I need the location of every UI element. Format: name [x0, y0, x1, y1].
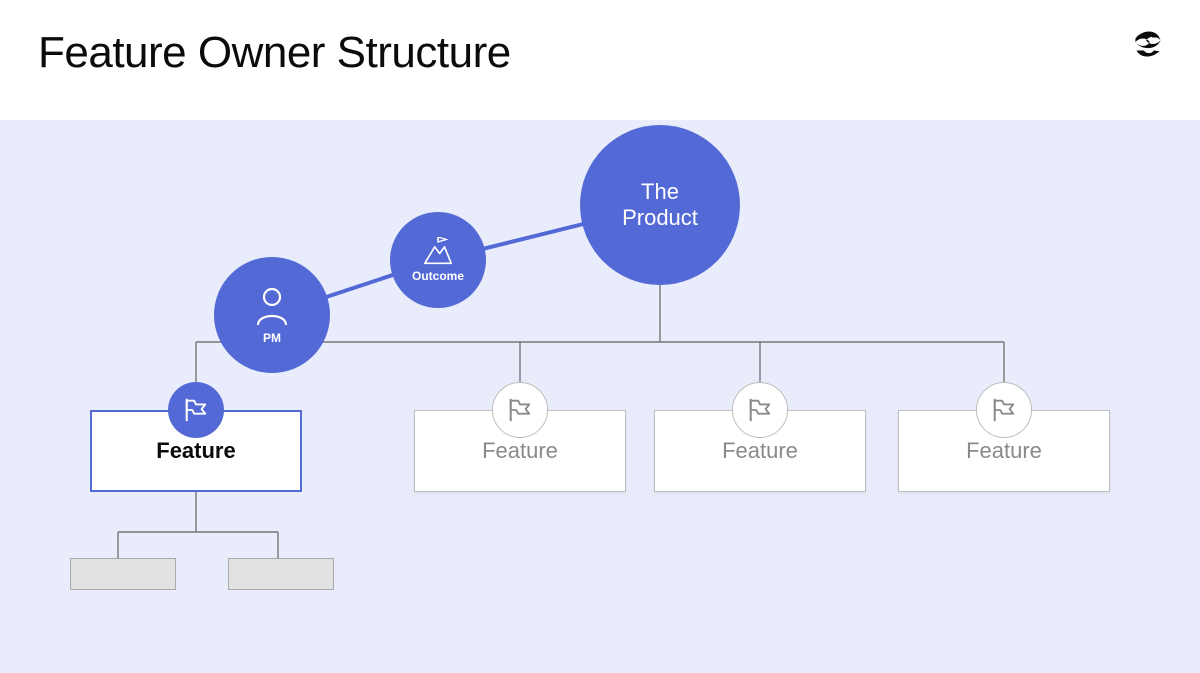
outcome-label: Outcome [412, 269, 464, 283]
flag-icon [745, 397, 775, 423]
mountain-flag-icon [421, 237, 455, 265]
feature-flag-circle-active [168, 382, 224, 438]
product-label: TheProduct [622, 179, 698, 231]
product-node: TheProduct [580, 125, 740, 285]
page-title: Feature Owner Structure [38, 28, 511, 78]
pm-label: PM [263, 331, 281, 345]
diagram-canvas: TheProduct Outcome PM Feature Feature Feature… [0, 120, 1200, 673]
brand-logo-icon [1130, 26, 1166, 67]
feature-flag-circle [976, 382, 1032, 438]
feature-label: Feature [722, 438, 798, 464]
feature-flag-circle [492, 382, 548, 438]
person-icon [252, 285, 292, 327]
slide-header: Feature Owner Structure [0, 0, 1200, 120]
slide: Feature Owner Structure TheProduct Outcom… [0, 0, 1200, 673]
feature-label: Feature [156, 438, 235, 464]
feature-label: Feature [966, 438, 1042, 464]
flag-icon [505, 397, 535, 423]
sub-feature-box [228, 558, 334, 590]
feature-flag-circle [732, 382, 788, 438]
pm-node: PM [214, 257, 330, 373]
diagram-nodes: TheProduct Outcome PM Feature Feature Feature… [0, 120, 1200, 673]
flag-icon [181, 397, 211, 423]
feature-label: Feature [482, 438, 558, 464]
flag-icon [989, 397, 1019, 423]
sub-feature-box [70, 558, 176, 590]
outcome-node: Outcome [390, 212, 486, 308]
